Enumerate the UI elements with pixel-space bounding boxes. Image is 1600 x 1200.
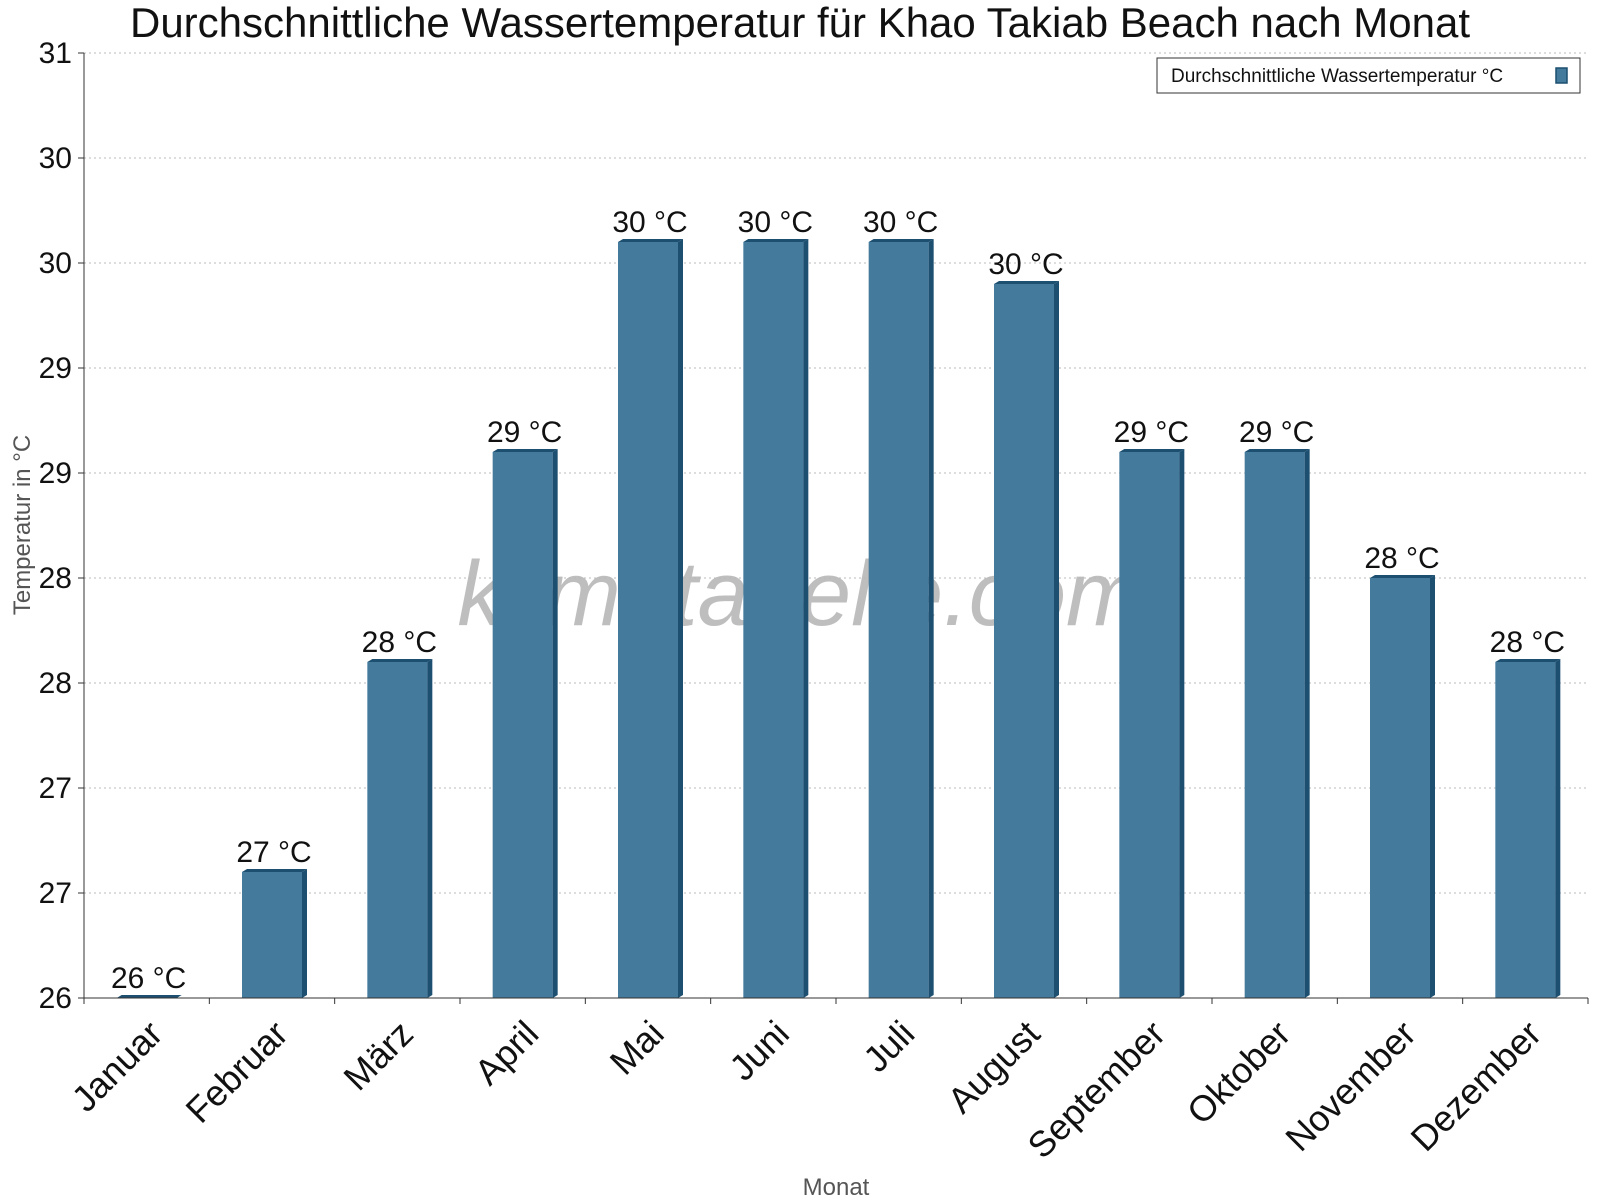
y-tick-label: 30 [39, 247, 72, 280]
bar [1119, 452, 1180, 998]
value-label: 29 °C [1114, 416, 1189, 449]
y-tick-label: 27 [39, 772, 72, 805]
y-tick-label: 31 [39, 37, 72, 70]
x-tick-label: Januar [63, 1013, 170, 1120]
bar [242, 872, 302, 998]
x-tick-label: April [466, 1013, 546, 1093]
chart-title: Durchschnittliche Wassertemperatur für K… [130, 0, 1470, 46]
value-label: 28 °C [1490, 626, 1565, 659]
value-label: 26 °C [111, 962, 186, 995]
bar [994, 284, 1054, 998]
bar-side [1304, 449, 1310, 998]
x-tick-label: März [335, 1013, 421, 1099]
bar-top [994, 281, 1059, 284]
bar-top [1370, 575, 1435, 578]
grid [84, 52, 1588, 894]
bar [618, 242, 678, 998]
x-ticks: Januar Februar März April Mai Juni Juli AugustS… [63, 998, 1589, 1167]
value-label: 30 °C [612, 206, 687, 239]
value-label: 30 °C [863, 206, 938, 239]
bar-side [1179, 449, 1185, 998]
bar-side [427, 659, 433, 998]
bar-top [1119, 449, 1185, 452]
bar-top [1495, 659, 1561, 662]
x-axis-label: Monat [803, 1174, 870, 1200]
legend-swatch [1555, 67, 1568, 84]
bar-side [678, 239, 683, 998]
y-tick-label: 26 [39, 982, 72, 1015]
x-tick-label: Oktober [1179, 1013, 1299, 1133]
legend-box [1156, 57, 1581, 94]
value-label: 30 °C [988, 248, 1063, 281]
x-tick-label: Mai [602, 1013, 672, 1083]
bar-side [302, 869, 307, 998]
x-tick-label: September [1019, 1013, 1173, 1167]
x-tick-label: Dezember [1403, 1013, 1549, 1159]
bar-side [1430, 575, 1435, 998]
bar-side [803, 239, 809, 998]
y-tick-label: 30 [39, 142, 72, 175]
value-label: 28 °C [362, 626, 437, 659]
legend-label: Durchschnittliche Wassertemperatur °C [1171, 66, 1503, 87]
x-tick-label: November [1277, 1013, 1423, 1159]
bar [1370, 578, 1430, 998]
bars [116, 239, 1561, 998]
y-axis-label: Temperatur in °C [9, 435, 36, 615]
bar-side [1555, 659, 1561, 998]
y-tick-label: 28 [39, 562, 72, 595]
bar-top [492, 449, 558, 452]
y-ticks: 26 27 27 28 28 29 29 30 30 31 [39, 37, 84, 1015]
bar [1244, 452, 1305, 998]
bar-side [928, 239, 934, 998]
y-tick-label: 27 [39, 877, 72, 910]
bar-top [367, 659, 433, 662]
legend: Durchschnittliche Wassertemperatur °C [1156, 57, 1581, 94]
x-tick-label: Februar [178, 1013, 296, 1131]
value-label: 29 °C [1239, 416, 1314, 449]
x-tick-label: Juni [721, 1013, 797, 1089]
value-label: 27 °C [236, 836, 311, 869]
bar [743, 242, 804, 998]
value-labels: 26 °C 27 °C 28 °C 29 °C 30 °C 30 °C 30 °C 30 °C… [111, 206, 1565, 995]
bar-top [743, 239, 809, 242]
y-tick-label: 28 [39, 667, 72, 700]
value-label: 29 °C [487, 416, 562, 449]
bar [492, 452, 553, 998]
bar-side [1054, 281, 1059, 998]
bar-top [1244, 449, 1310, 452]
bar [1495, 662, 1556, 998]
y-tick-label: 29 [39, 352, 72, 385]
x-tick-label: August [939, 1013, 1047, 1121]
bar-top [868, 239, 934, 242]
y-tick-label: 29 [39, 457, 72, 490]
bar-top [618, 239, 683, 242]
bar-top [242, 869, 307, 872]
x-tick-label: Juli [855, 1013, 922, 1080]
bar-side [552, 449, 558, 998]
bar-top [116, 995, 182, 998]
bar [868, 242, 929, 998]
bar [367, 662, 428, 998]
value-label: 28 °C [1364, 542, 1439, 575]
value-label: 30 °C [738, 206, 813, 239]
